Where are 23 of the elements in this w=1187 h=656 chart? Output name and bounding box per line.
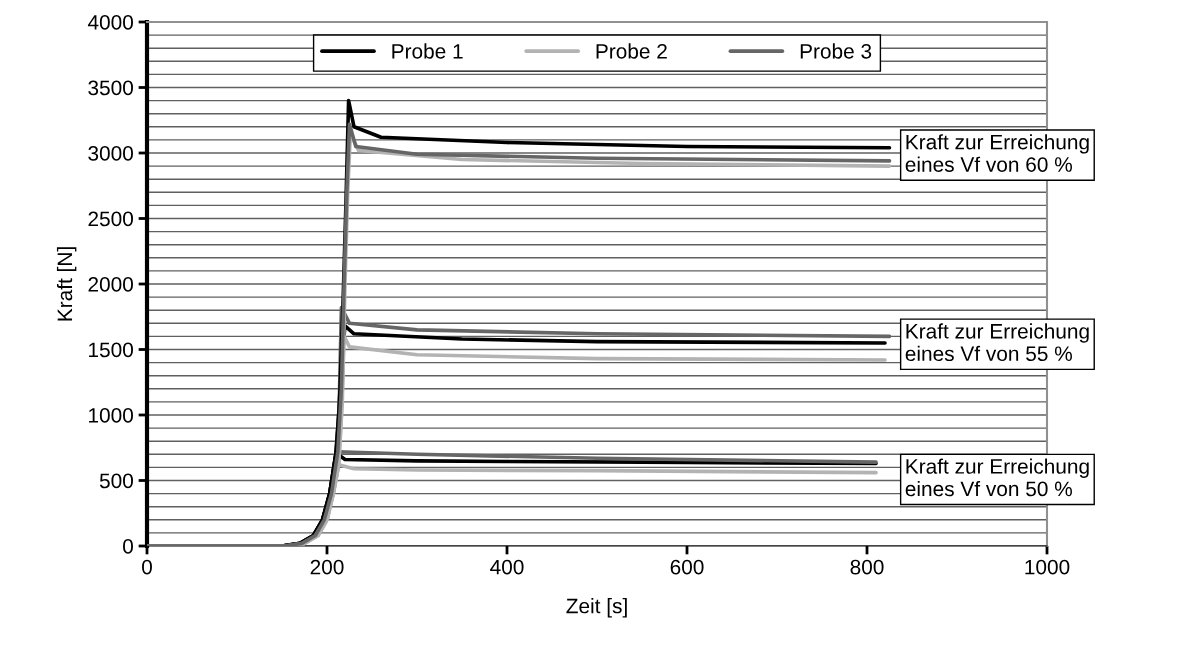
y-axis-title: Kraft [N]: [56, 247, 77, 321]
y-tick-label: 0: [123, 539, 133, 554]
y-tick-label: 500: [99, 473, 133, 489]
legend-label: Probe 1: [392, 43, 463, 59]
y-tick-label: 2500: [88, 211, 133, 227]
y-tick-label: 4000: [87, 15, 133, 30]
x-tick-label: 800: [850, 559, 884, 575]
y-tick-label: 1500: [89, 342, 133, 358]
y-tick-label: 1000: [89, 408, 133, 423]
annotation: Kraft zur Erreichung eines Vf von 60 %: [905, 134, 1089, 172]
annotation: Kraft zur Erreichung eines Vf von 55 %: [905, 323, 1089, 362]
legend-label: Probe 3: [800, 43, 872, 59]
x-tick-label: 200: [310, 559, 344, 575]
x-tick-label: 600: [670, 559, 704, 575]
legend-label: Probe 2: [596, 43, 667, 59]
y-tick-label: 3500: [88, 80, 133, 96]
x-axis-title: Zeit [s]: [566, 598, 627, 618]
y-tick-label: 2000: [88, 277, 133, 292]
x-tick-label: 400: [490, 559, 524, 575]
x-tick-label: 1000: [1025, 559, 1070, 575]
y-tick-label: 3000: [88, 146, 133, 161]
x-tick-label: 0: [142, 559, 152, 575]
annotation: Kraft zur Erreichung eines Vf von 50 %: [905, 458, 1089, 497]
